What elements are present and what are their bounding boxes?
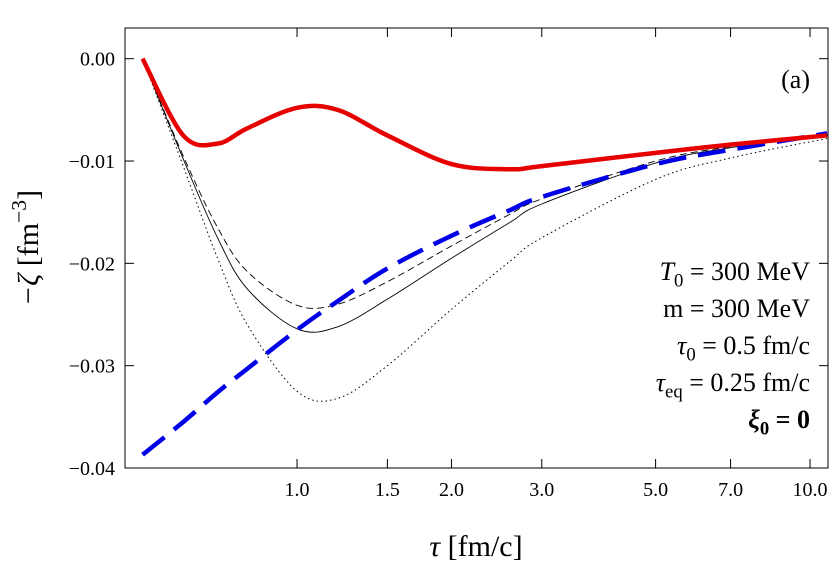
x-tick-label: 1.5 — [375, 479, 400, 501]
annotation: τeq = 0.25 fm/c — [656, 368, 810, 403]
x-tick-label: 10.0 — [793, 479, 828, 501]
text-part: τ — [429, 530, 441, 563]
text-part: 0 — [686, 345, 695, 366]
x-tick-label: 1.0 — [285, 479, 310, 501]
x-tick-label: 7.0 — [718, 479, 743, 501]
series-line — [142, 58, 828, 333]
text-part: [fm — [12, 223, 45, 274]
text-part: (a) — [781, 65, 810, 94]
x-tick-label: 3.0 — [529, 479, 554, 501]
text-part: [fm/c] — [440, 530, 522, 563]
plot-frame — [124, 27, 829, 469]
annotation: m = 300 MeV — [663, 294, 810, 323]
y-axis-label: −ζ [fm−3] — [7, 190, 45, 306]
text-part: 0 — [760, 419, 769, 440]
text-part: ] — [12, 190, 45, 200]
series-line — [140, 57, 828, 172]
annotation: ξ0 = 0 — [748, 405, 810, 440]
text-part: −ζ — [12, 272, 45, 306]
series-line — [142, 58, 828, 309]
text-part: ξ — [748, 405, 760, 434]
text-part: τ — [656, 368, 667, 397]
text-part: eq — [665, 382, 683, 403]
x-tick-label: 5.0 — [643, 479, 668, 501]
y-tick-label: −0.02 — [69, 253, 115, 275]
text-part: = 0 — [769, 405, 810, 434]
y-tick-label: −0.01 — [69, 151, 115, 173]
annotation: T0 = 300 MeV — [660, 257, 811, 292]
text-part: 0 — [674, 271, 683, 292]
text-part: τ — [677, 331, 688, 360]
text-part: T — [660, 257, 676, 286]
y-tick-label: −0.04 — [69, 458, 115, 480]
text-part: = 0.25 fm/c — [683, 368, 810, 397]
text-part: = 0.5 fm/c — [696, 331, 810, 360]
x-tick-label: 2.0 — [439, 479, 464, 501]
text-part: −3 — [7, 200, 31, 223]
y-tick-label: 0.00 — [80, 49, 115, 71]
annotation: τ0 = 0.5 fm/c — [677, 331, 810, 366]
text-part: m = 300 MeV — [663, 294, 810, 323]
text-part: = 300 MeV — [683, 257, 810, 286]
x-axis-label: τ [fm/c] — [429, 530, 522, 563]
y-tick-label: −0.03 — [69, 356, 115, 378]
series-line — [142, 58, 828, 402]
series-line — [141, 131, 828, 457]
annotation: (a) — [781, 65, 810, 94]
